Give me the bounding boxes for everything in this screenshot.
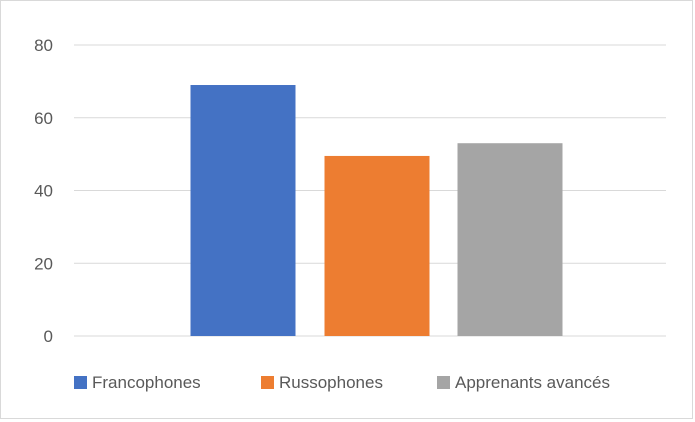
- bar-russophones: [324, 155, 430, 336]
- bar-francophones: [190, 85, 296, 336]
- legend: Francophones Russophones Apprenants avancé…: [74, 373, 610, 392]
- legend-label: Apprenants avancés: [455, 373, 610, 392]
- legend-swatch: [437, 376, 450, 389]
- bars: [190, 85, 563, 336]
- y-tick-label: 20: [34, 254, 53, 273]
- legend-label: Francophones: [92, 373, 201, 392]
- bar-apprenants-avanc-s: [457, 143, 563, 336]
- y-tick-label: 80: [34, 36, 53, 55]
- y-tick-label: 60: [34, 109, 53, 128]
- legend-swatch: [74, 376, 87, 389]
- y-tick-label: 0: [44, 327, 53, 346]
- legend-swatch: [261, 376, 274, 389]
- y-tick-label: 40: [34, 182, 53, 201]
- legend-item-2: Russophones: [261, 373, 383, 392]
- legend-item-3: Apprenants avancés: [437, 373, 610, 392]
- y-axis-ticks: 0 20 40 60 80: [34, 36, 53, 346]
- legend-label: Russophones: [279, 373, 383, 392]
- legend-item-1: Francophones: [74, 373, 201, 392]
